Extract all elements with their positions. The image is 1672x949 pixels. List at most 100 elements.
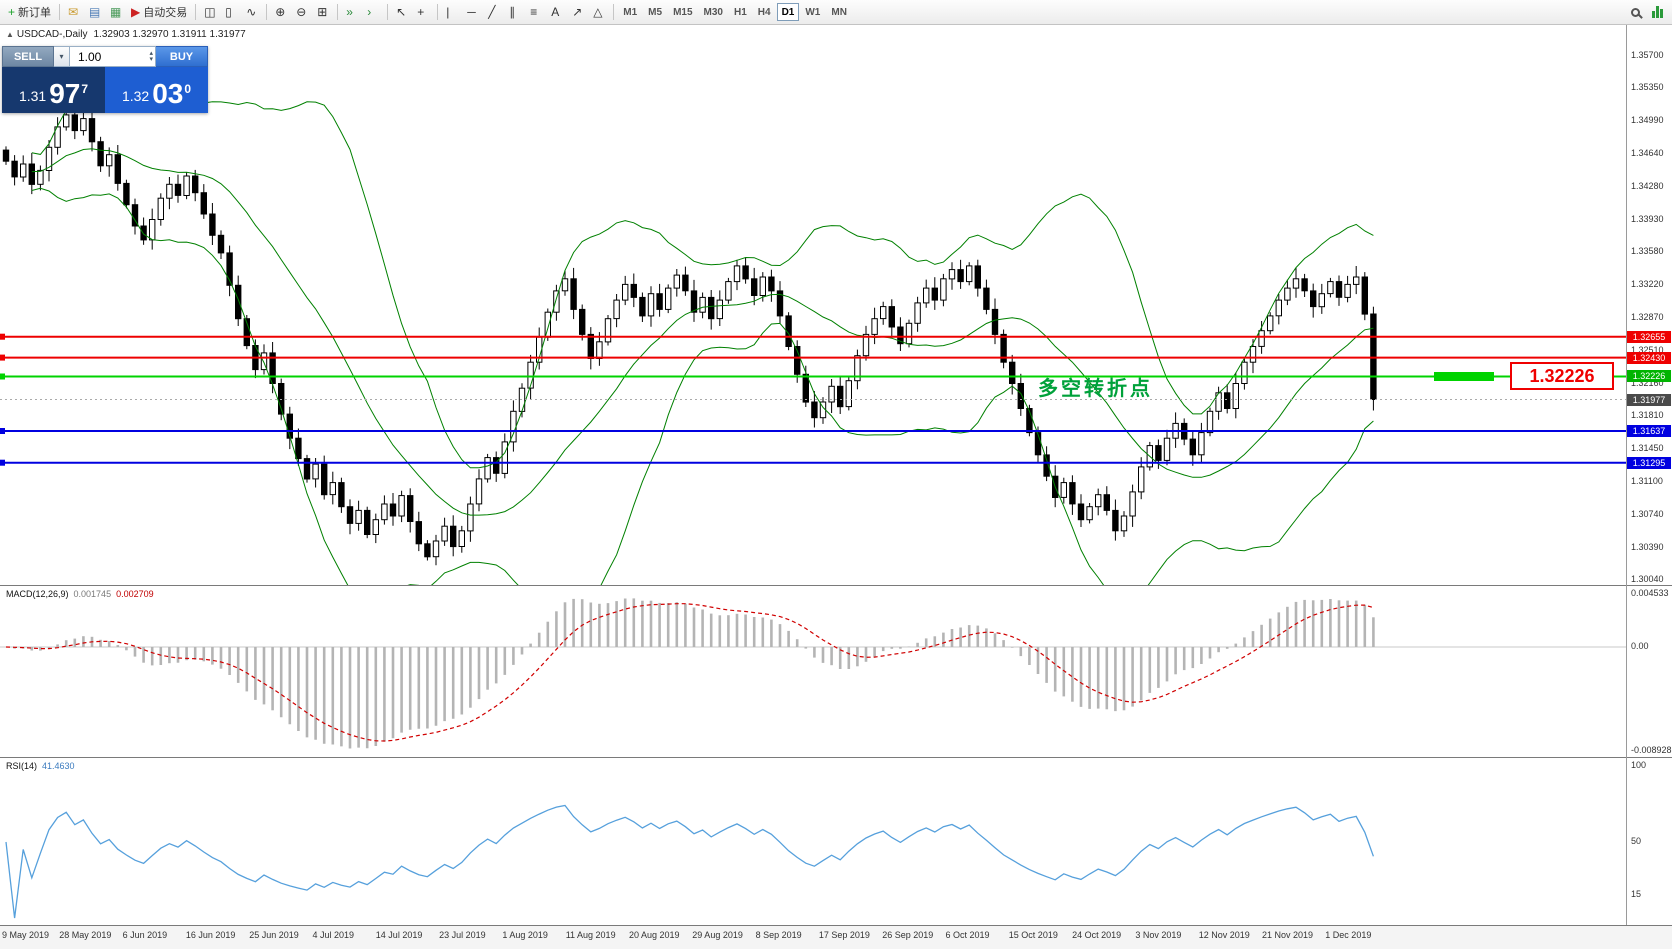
search-button[interactable] bbox=[1627, 2, 1647, 22]
volume-down-icon[interactable]: ▾ bbox=[149, 55, 153, 63]
cursor-icon: ↖ bbox=[396, 5, 407, 19]
zoom-in-icon: ⊕ bbox=[275, 5, 286, 19]
data-window-button[interactable]: ▦ bbox=[106, 2, 126, 22]
price-axis-label: 1.34280 bbox=[1631, 181, 1664, 192]
market-watch-icon: ▤ bbox=[89, 5, 101, 19]
timeframe-m5[interactable]: M5 bbox=[648, 6, 663, 18]
date-axis-label: 29 Aug 2019 bbox=[692, 930, 743, 940]
toolbar-separator bbox=[337, 4, 339, 20]
crosshair-button[interactable]: + bbox=[413, 2, 433, 22]
date-axis-label: 23 Jul 2019 bbox=[439, 930, 486, 940]
buy-price-point: 0 bbox=[184, 82, 192, 96]
shapes-button[interactable]: △ bbox=[589, 2, 609, 22]
macd-chart[interactable] bbox=[0, 586, 1626, 758]
line-chart-button[interactable]: ∿ bbox=[242, 2, 262, 22]
auto-trading-button[interactable]: ▶ 自动交易 bbox=[127, 2, 191, 22]
timeframe-m15[interactable]: M15 bbox=[673, 6, 693, 18]
price-axis-label: 1.33220 bbox=[1631, 279, 1664, 290]
price-axis-label: 1.34640 bbox=[1631, 147, 1664, 158]
chart-shift-marker: ▲ bbox=[6, 30, 14, 39]
vertical-line-icon: | bbox=[446, 5, 450, 19]
toolbar-separator bbox=[59, 4, 61, 20]
zoom-out-button[interactable]: ⊖ bbox=[292, 2, 312, 22]
toolbar-separator bbox=[195, 4, 197, 20]
sell-price-point: 7 bbox=[81, 82, 89, 96]
main-chart-panel[interactable] bbox=[0, 25, 1672, 585]
price-axis-label: 1.33580 bbox=[1631, 246, 1664, 257]
fibonacci-icon: ≡ bbox=[530, 5, 538, 19]
timeframe-m1[interactable]: M1 bbox=[623, 6, 638, 18]
price-level-tag-support: 1.31637 bbox=[1627, 425, 1671, 438]
chart-ohlc-values: 1.32903 1.32970 1.31911 1.31977 bbox=[93, 29, 246, 40]
macd-axis-label: 0.00 bbox=[1631, 641, 1649, 651]
chart-profile-button[interactable] bbox=[1648, 2, 1668, 22]
auto-scroll-button[interactable]: » bbox=[342, 2, 362, 22]
new-order-button[interactable]: + 新订单 bbox=[4, 2, 55, 22]
tile-windows-button[interactable]: ⊞ bbox=[313, 2, 333, 22]
main-chart[interactable] bbox=[0, 25, 1626, 585]
line-chart-icon: ∿ bbox=[246, 5, 257, 19]
buy-price-pips: 03 bbox=[152, 78, 184, 109]
timeframe-w1[interactable]: W1 bbox=[805, 6, 821, 18]
date-axis-label: 24 Oct 2019 bbox=[1072, 930, 1122, 940]
bar-chart-icon: ◫ bbox=[204, 5, 216, 19]
bar-chart-button[interactable]: ◫ bbox=[200, 2, 220, 22]
fibonacci-button[interactable]: ≡ bbox=[526, 2, 546, 22]
timeframe-h1[interactable]: H1 bbox=[733, 6, 747, 18]
buy-button[interactable]: BUY bbox=[156, 46, 208, 67]
candlestick-chart-button[interactable]: ▯ bbox=[221, 2, 241, 22]
tile-windows-icon: ⊞ bbox=[317, 5, 328, 19]
sell-button[interactable]: SELL bbox=[2, 46, 54, 67]
vertical-line-button[interactable]: | bbox=[442, 2, 462, 22]
channel-button[interactable]: ∥ bbox=[505, 2, 525, 22]
sell-price-button[interactable]: 1.31 97 7 bbox=[2, 67, 105, 113]
price-axis-label: 1.34990 bbox=[1631, 115, 1664, 126]
volume-dropdown-button[interactable]: ▾ bbox=[54, 46, 70, 67]
date-axis-label: 17 Sep 2019 bbox=[818, 930, 870, 940]
macd-signal-value: 0.002709 bbox=[116, 589, 154, 599]
trendline-button[interactable]: ╱ bbox=[484, 2, 504, 22]
arrows-icon: ↗ bbox=[572, 5, 583, 19]
toolbar-separator bbox=[613, 4, 615, 20]
volume-up-icon[interactable]: ▴ bbox=[149, 49, 153, 57]
cursor-button[interactable]: ↖ bbox=[392, 2, 412, 22]
price-level-tag-current: 1.31977 bbox=[1627, 393, 1671, 406]
macd-axis-label: 0.004533 bbox=[1631, 588, 1669, 599]
chart-shift-button[interactable]: › bbox=[363, 2, 383, 22]
search-icon bbox=[1631, 7, 1640, 17]
crosshair-icon: + bbox=[417, 5, 425, 19]
text-button[interactable]: A bbox=[547, 2, 567, 22]
timeframe-mn[interactable]: MN bbox=[831, 6, 847, 18]
price-axis-label: 1.30040 bbox=[1631, 574, 1664, 584]
channel-icon: ∥ bbox=[509, 5, 516, 19]
buy-price-button[interactable]: 1.32 03 0 bbox=[105, 67, 208, 113]
date-axis-label: 16 Jun 2019 bbox=[185, 930, 236, 940]
arrows-button[interactable]: ↗ bbox=[568, 2, 588, 22]
date-axis[interactable] bbox=[0, 925, 1672, 949]
price-axis-label: 1.31810 bbox=[1631, 410, 1664, 421]
volume-value: 1.00 bbox=[78, 49, 102, 64]
volume-input[interactable]: 1.00 ▴ ▾ bbox=[70, 46, 156, 67]
date-axis-label: 14 Jul 2019 bbox=[375, 930, 423, 940]
market-watch-button[interactable]: ▤ bbox=[85, 2, 105, 22]
macd-label: MACD(12,26,9) 0.001745 0.002709 bbox=[6, 589, 154, 599]
macd-panel[interactable]: MACD(12,26,9) 0.001745 0.002709 bbox=[0, 585, 1672, 757]
price-axis-label: 1.30740 bbox=[1631, 509, 1664, 520]
timeframe-h4[interactable]: H4 bbox=[757, 6, 771, 18]
mail-button[interactable]: ✉ bbox=[64, 2, 84, 22]
pivot-price-label: 1.32226 bbox=[1510, 362, 1614, 390]
rsi-panel[interactable]: RSI(14) 41.4630 bbox=[0, 757, 1672, 925]
chart-bars-icon bbox=[1652, 6, 1663, 18]
volume-stepper[interactable]: ▴ ▾ bbox=[149, 49, 153, 63]
timeframe-m30[interactable]: M30 bbox=[703, 6, 723, 18]
horizontal-line-button[interactable]: ─ bbox=[463, 2, 483, 22]
toolbar-separator bbox=[266, 4, 268, 20]
toolbar-button-group: + 新订单 ✉ ▤ ▦ ▶ 自动交易 ◫ ▯ ∿ ⊕ ⊖ ⊞ » › ↖ + | ─ ╱ ∥ ≡ A ↗ △ M1 M5 M15 M30… bbox=[4, 2, 852, 22]
macd-name: MACD(12,26,9) bbox=[6, 589, 69, 599]
price-level-tag-resistance: 1.32430 bbox=[1627, 351, 1671, 364]
one-click-trading-panel: SELL ▾ 1.00 ▴ ▾ BUY 1.31 97 7 1.32 03 0 bbox=[2, 46, 208, 113]
zoom-in-button[interactable]: ⊕ bbox=[271, 2, 291, 22]
timeframe-d1[interactable]: D1 bbox=[776, 3, 800, 21]
rsi-chart[interactable] bbox=[0, 758, 1626, 926]
